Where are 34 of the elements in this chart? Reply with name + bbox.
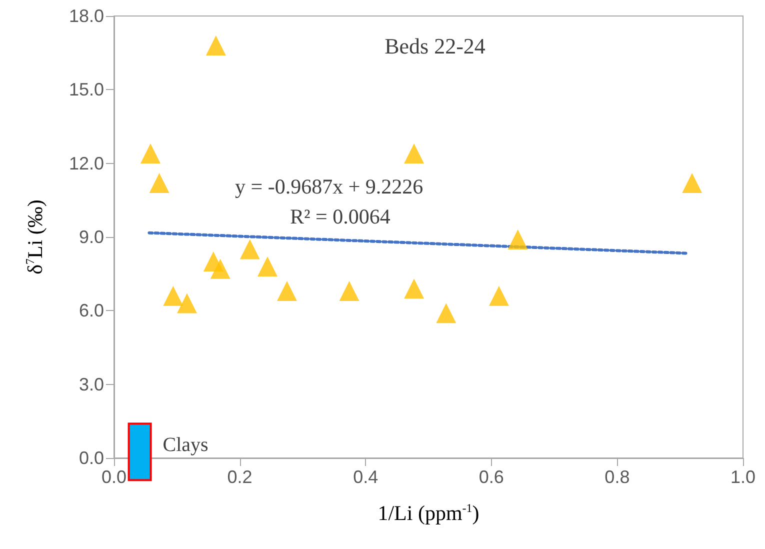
x-tick-label: 0.0 [101,467,127,487]
point [210,258,230,279]
annotation: R² = 0.0064 [290,204,391,228]
y-axis-title: δ7Li (‰) [23,200,47,274]
point [508,229,528,250]
y-tick-label: 9.0 [78,227,104,247]
x-tick-label: 0.6 [478,467,504,487]
text: Beds 22-24 [384,34,486,58]
y-tick-label: 0.0 [78,448,104,468]
x-tick-label: 0.4 [353,467,378,487]
y-tick-label: 12.0 [68,153,104,174]
point [404,278,424,299]
point [404,144,424,164]
point [682,172,702,193]
x-tick-label: 0.8 [604,467,630,487]
y-tick-label: 6.0 [78,300,104,321]
point [176,293,197,314]
point [149,172,170,193]
point [140,144,160,164]
point [339,281,360,302]
point [436,303,456,324]
point [240,239,260,260]
point [163,286,184,306]
series-label: Clays [162,434,209,456]
point [257,256,278,276]
y-tick-label: 3.0 [78,374,104,394]
x-tick-label: 1.0 [730,467,756,487]
x-tick-label: 0.2 [227,467,252,487]
point [206,35,226,56]
point [488,286,509,306]
annotation: y = -0.9687x + 9.2226 [235,174,424,198]
y-tick-label: 15.0 [68,80,104,100]
point [276,281,297,302]
y-tick-label: 18.0 [68,6,104,26]
